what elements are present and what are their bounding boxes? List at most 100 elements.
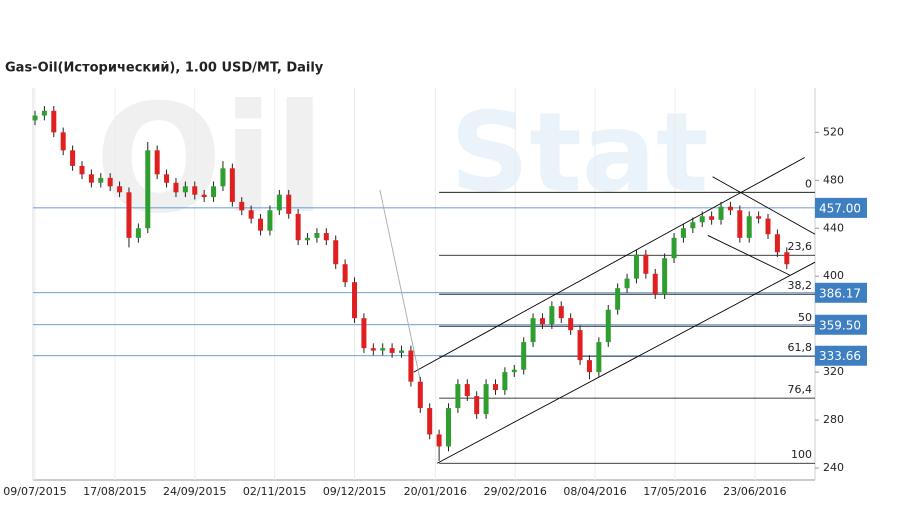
candle-body: [765, 218, 771, 235]
trend-line: [437, 261, 816, 464]
candle-body: [558, 306, 564, 319]
candle-body: [276, 194, 282, 211]
candle-body: [774, 234, 780, 253]
candle-body: [474, 396, 480, 415]
candle-body: [51, 110, 57, 133]
y-tick-label: 400: [823, 269, 844, 282]
candle-body: [633, 254, 639, 279]
fib-label: 61,8: [788, 341, 813, 354]
candle-body: [88, 174, 94, 183]
candle-body: [154, 150, 160, 175]
candle-body: [586, 360, 592, 373]
candle-body: [624, 278, 630, 289]
fib-label: 23,6: [788, 240, 813, 253]
x-tick-label: 20/01/2016: [404, 485, 467, 498]
fib-label: 0: [805, 177, 812, 190]
candle-body: [342, 264, 348, 283]
candle-body: [164, 174, 170, 183]
candle-body: [521, 342, 527, 370]
candle-body: [192, 186, 198, 195]
candle-body: [615, 288, 621, 310]
candle-body: [464, 384, 470, 397]
level-label: 457.00: [819, 201, 861, 215]
level-box: [815, 345, 867, 366]
y-tick-label: 240: [823, 461, 844, 474]
candle-body: [709, 216, 715, 220]
candle-body: [690, 222, 696, 229]
candle-body: [455, 384, 461, 409]
chart-title: Gas-Oil(Исторический), 1.00 USD/MT, Dail…: [5, 61, 324, 76]
candle-body: [568, 318, 574, 331]
x-tick-label: 02/11/2015: [243, 485, 306, 498]
candle-body: [41, 110, 47, 116]
trend-line: [379, 189, 421, 381]
candle-body: [427, 408, 433, 435]
candle-body: [549, 306, 555, 325]
candle-body: [483, 384, 489, 415]
candle-body: [173, 182, 179, 193]
candle-body: [737, 210, 743, 238]
level-label: 359.50: [819, 318, 861, 332]
watermark: Oil: [95, 73, 325, 247]
candle-body: [211, 186, 217, 198]
candle-body: [323, 233, 329, 241]
candle-body: [380, 348, 386, 351]
x-tick-label: 24/09/2015: [163, 485, 226, 498]
y-tick-label: 480: [823, 173, 844, 186]
candle-body: [107, 177, 113, 187]
trend-line: [712, 176, 816, 235]
candle-body: [445, 408, 451, 447]
fib-label: 50: [798, 311, 812, 324]
candle-body: [680, 228, 686, 238]
candle-body: [286, 194, 292, 214]
x-tick-label: 29/02/2016: [484, 485, 547, 498]
level-box: [815, 197, 867, 218]
candle-body: [643, 254, 649, 274]
candle-body: [408, 350, 414, 382]
candle-body: [98, 177, 104, 183]
candle-body: [145, 150, 151, 229]
trend-line: [413, 157, 805, 373]
candle-body: [577, 330, 583, 361]
trend-line: [707, 235, 790, 276]
candle-body: [79, 165, 85, 175]
candle-body: [60, 132, 66, 151]
candle-body: [117, 186, 123, 193]
y-tick-label: 280: [823, 413, 844, 426]
candle-body: [248, 210, 254, 219]
x-tick-label: 09/12/2015: [323, 485, 386, 498]
candle-body: [361, 318, 367, 349]
candle-body: [436, 434, 442, 447]
x-tick-label: 17/08/2015: [83, 485, 146, 498]
candle-body: [32, 115, 38, 121]
x-tick-label: 23/06/2016: [723, 485, 786, 498]
candle-body: [201, 194, 207, 198]
candle-body: [671, 237, 677, 259]
candle-body: [652, 273, 658, 295]
candle-body: [333, 240, 339, 265]
candle-body: [718, 206, 724, 220]
candle-body: [596, 342, 602, 373]
level-box: [815, 314, 867, 335]
y-tick-label: 440: [823, 221, 844, 234]
candle-body: [314, 233, 320, 238]
candle-body: [605, 309, 611, 343]
level-box: [815, 282, 867, 303]
candle-body: [502, 372, 508, 391]
candle-body: [784, 252, 790, 265]
candle-body: [530, 318, 536, 343]
candle-body: [389, 348, 395, 353]
candle-body: [539, 318, 545, 325]
x-tick-label: 09/07/2015: [3, 485, 66, 498]
fib-label: 100: [791, 448, 812, 461]
candle-body: [399, 350, 405, 353]
candle-body: [267, 210, 273, 231]
candle-body: [727, 206, 733, 211]
candle-body: [295, 213, 301, 241]
candle-body: [662, 258, 668, 295]
candle-body: [239, 201, 245, 211]
level-label: 333.66: [819, 349, 861, 363]
candle-body: [511, 369, 517, 373]
candle-body: [352, 282, 358, 319]
